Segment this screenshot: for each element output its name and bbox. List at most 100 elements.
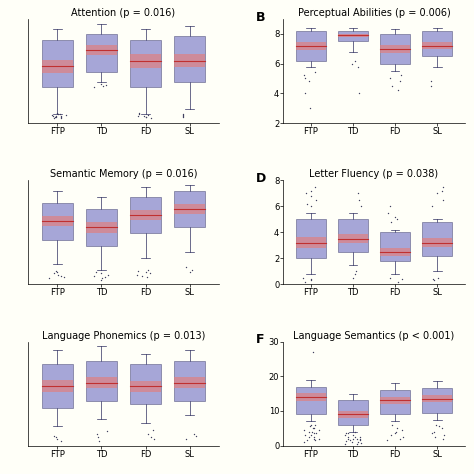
Point xyxy=(344,429,352,437)
Point xyxy=(386,74,394,82)
Bar xyxy=(380,45,410,53)
Bar xyxy=(338,31,368,41)
Point xyxy=(394,278,401,285)
Point xyxy=(391,213,399,220)
Point xyxy=(62,111,70,119)
Point xyxy=(356,90,363,97)
Point xyxy=(186,268,193,276)
Bar xyxy=(422,222,452,255)
Point xyxy=(342,431,349,439)
Point xyxy=(356,435,364,442)
Point xyxy=(429,275,437,283)
Point xyxy=(300,426,308,434)
Title: Perceptual Abilities (p = 0.006): Perceptual Abilities (p = 0.006) xyxy=(298,8,450,18)
Point xyxy=(55,110,62,118)
Point xyxy=(383,437,391,444)
Point xyxy=(311,69,319,76)
Point xyxy=(396,435,404,442)
Text: B: B xyxy=(256,10,266,24)
Point xyxy=(57,110,64,118)
Point xyxy=(301,278,309,285)
Point xyxy=(440,431,447,439)
Bar xyxy=(380,397,410,404)
Point xyxy=(149,426,156,434)
Point xyxy=(388,82,396,90)
Bar xyxy=(130,210,161,220)
Bar xyxy=(130,197,161,234)
Bar xyxy=(86,377,117,388)
Point xyxy=(306,433,313,441)
Point xyxy=(104,271,112,279)
Point xyxy=(147,433,155,441)
Point xyxy=(310,424,318,432)
Point xyxy=(428,78,435,85)
Bar xyxy=(86,361,117,401)
Point xyxy=(94,430,101,438)
Bar xyxy=(174,204,205,214)
Point xyxy=(307,187,315,194)
Bar xyxy=(422,388,452,412)
Point xyxy=(310,429,318,437)
Bar xyxy=(174,361,205,401)
Point xyxy=(351,57,359,64)
Point xyxy=(342,438,350,445)
Point xyxy=(357,202,365,210)
Point xyxy=(303,437,310,444)
Point xyxy=(301,72,308,79)
Point xyxy=(307,202,315,210)
Point xyxy=(53,268,60,276)
Bar xyxy=(422,238,452,247)
Bar xyxy=(338,234,368,243)
Point xyxy=(306,428,313,436)
Title: Attention (p = 0.016): Attention (p = 0.016) xyxy=(72,8,175,18)
Bar xyxy=(86,209,117,246)
Point xyxy=(99,82,107,90)
Text: D: D xyxy=(256,172,266,185)
Point xyxy=(306,78,313,85)
Bar xyxy=(86,222,117,233)
Point xyxy=(301,431,309,439)
Point xyxy=(57,113,64,121)
Bar xyxy=(130,381,161,392)
Point xyxy=(306,104,314,112)
Bar xyxy=(174,377,205,388)
Point xyxy=(301,74,309,82)
Point xyxy=(138,272,146,280)
Bar xyxy=(338,34,368,37)
Point xyxy=(344,433,352,441)
Point xyxy=(315,426,323,434)
Point xyxy=(307,275,315,283)
Bar xyxy=(296,42,326,50)
Point xyxy=(388,421,395,428)
Point xyxy=(384,209,392,217)
Bar xyxy=(42,60,73,73)
Point xyxy=(52,113,60,121)
Point xyxy=(45,274,53,282)
Bar xyxy=(296,393,326,401)
Title: Language Phonemics (p = 0.013): Language Phonemics (p = 0.013) xyxy=(42,331,205,341)
Point xyxy=(310,435,318,442)
Point xyxy=(144,273,151,281)
Point xyxy=(348,438,356,446)
Point xyxy=(51,270,58,277)
Point xyxy=(351,428,358,436)
Point xyxy=(303,200,311,208)
Point xyxy=(135,109,143,117)
Point xyxy=(349,435,357,442)
Point xyxy=(355,190,362,197)
Point xyxy=(145,266,152,273)
Bar xyxy=(174,55,205,67)
Point xyxy=(53,435,61,442)
Point xyxy=(431,433,438,441)
Point xyxy=(430,277,438,284)
Point xyxy=(309,348,317,356)
Point xyxy=(308,431,315,439)
Point xyxy=(386,202,393,210)
Point xyxy=(192,432,200,439)
Point xyxy=(134,112,142,120)
Point xyxy=(103,428,111,435)
Point xyxy=(396,78,403,85)
Point xyxy=(308,277,315,284)
Point xyxy=(95,437,103,445)
Point xyxy=(179,112,187,120)
